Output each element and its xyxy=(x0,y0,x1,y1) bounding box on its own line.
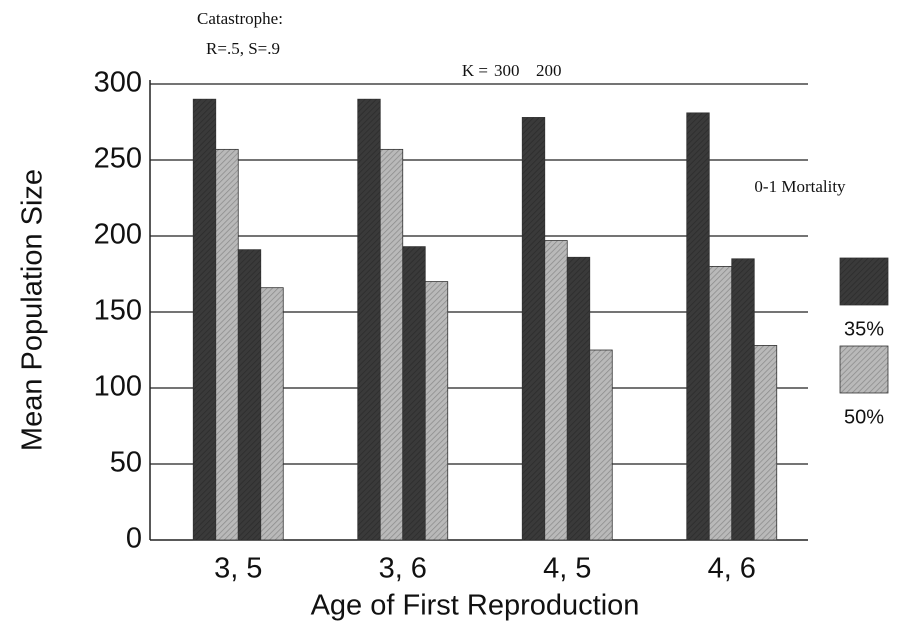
bar-hatch xyxy=(193,99,216,540)
annotation: Catastrophe: xyxy=(197,9,283,28)
legend-swatch-hatch xyxy=(840,346,888,393)
annotation: 200 xyxy=(536,61,562,80)
y-tick-label: 200 xyxy=(94,219,142,251)
bar-hatch xyxy=(731,258,755,540)
y-tick-label: 100 xyxy=(94,371,142,403)
bar-hatch xyxy=(544,240,568,540)
bar-hatch xyxy=(215,149,239,541)
annotation: K = xyxy=(462,61,488,80)
bar-hatch xyxy=(357,99,381,540)
annotation: 300 xyxy=(494,61,520,80)
legend-label: 50% xyxy=(844,406,884,428)
bar-hatch xyxy=(686,112,710,540)
annotation: R=.5, S=.9 xyxy=(206,39,280,58)
x-tick-label: 4, 6 xyxy=(708,553,756,585)
bar-hatch xyxy=(709,266,732,540)
x-axis-label: Age of First Reproduction xyxy=(311,590,640,622)
bar-hatch xyxy=(260,287,284,540)
bar-hatch xyxy=(380,149,403,541)
bar-hatch xyxy=(754,345,777,540)
y-tick-label: 50 xyxy=(110,447,142,479)
x-tick-label: 3, 5 xyxy=(214,553,262,585)
x-tick-label: 3, 6 xyxy=(379,553,427,585)
bar-hatch xyxy=(589,350,613,540)
bar-hatch xyxy=(238,249,261,540)
legend-swatch-hatch xyxy=(840,258,888,305)
y-axis-label: Mean Population Size xyxy=(17,169,49,451)
y-tick-label: 0 xyxy=(126,523,142,555)
legend-label: 35% xyxy=(844,318,884,340)
bar-hatch xyxy=(567,257,590,540)
x-tick-label: 4, 5 xyxy=(543,553,591,585)
bar-hatch xyxy=(425,281,448,540)
y-tick-label: 250 xyxy=(94,143,142,175)
bar-hatch xyxy=(402,246,426,540)
y-tick-label: 300 xyxy=(94,67,142,99)
legend-title: 0-1 Mortality xyxy=(754,177,846,196)
y-tick-label: 150 xyxy=(94,295,142,327)
bar-hatch xyxy=(522,117,545,540)
